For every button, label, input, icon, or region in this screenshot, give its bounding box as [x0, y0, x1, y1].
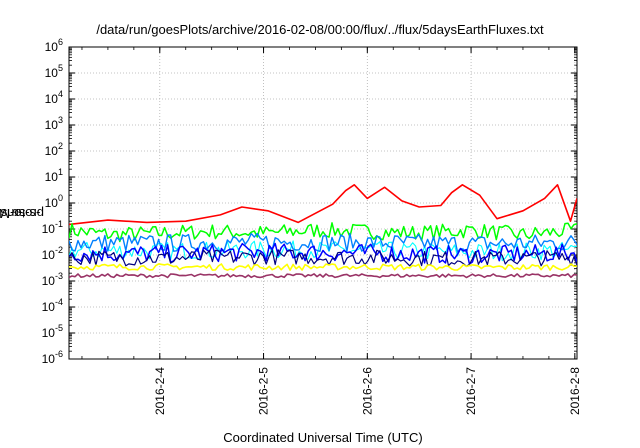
x-axis-label: Coordinated Universal Time (UTC) [223, 430, 423, 445]
x-tick-label: 2016-2-7 [464, 367, 478, 415]
y-tick-label: 103 [45, 115, 63, 132]
y-tick-label: 102 [45, 141, 63, 158]
y-tick-label: 101 [45, 167, 63, 184]
y-tick-label: 100 [45, 193, 63, 210]
x-tick-label: 2016-2-4 [153, 367, 167, 415]
x-tick-label: 2016-2-8 [568, 367, 582, 415]
series-line-4 [69, 242, 577, 265]
y-tick-label: 10-6 [42, 349, 63, 366]
x-tick-label: 2016-2-6 [360, 367, 374, 415]
series-line-1 [69, 222, 577, 243]
y-tick-label: 10-4 [42, 297, 63, 314]
y-tick-label: 10-3 [42, 271, 63, 288]
y-tick-label: 10-1 [42, 219, 63, 236]
series-line-5 [69, 249, 577, 267]
chart-title: /data/run/goesPlots/archive/2016-02-08/0… [96, 22, 544, 37]
series-line-0 [69, 184, 577, 226]
series-line-3 [69, 232, 577, 254]
x-tick-label: 2016-2-5 [257, 367, 271, 415]
y-tick-label: 106 [45, 37, 63, 54]
y-tick-label: 10-2 [42, 245, 63, 262]
y-tick-label: 104 [45, 89, 63, 106]
y-tick-label: 105 [45, 63, 63, 80]
plot-frame [68, 46, 578, 360]
series-line-7 [69, 273, 577, 279]
series-line-6 [69, 263, 577, 271]
y-tick-label: 10-5 [42, 323, 63, 340]
